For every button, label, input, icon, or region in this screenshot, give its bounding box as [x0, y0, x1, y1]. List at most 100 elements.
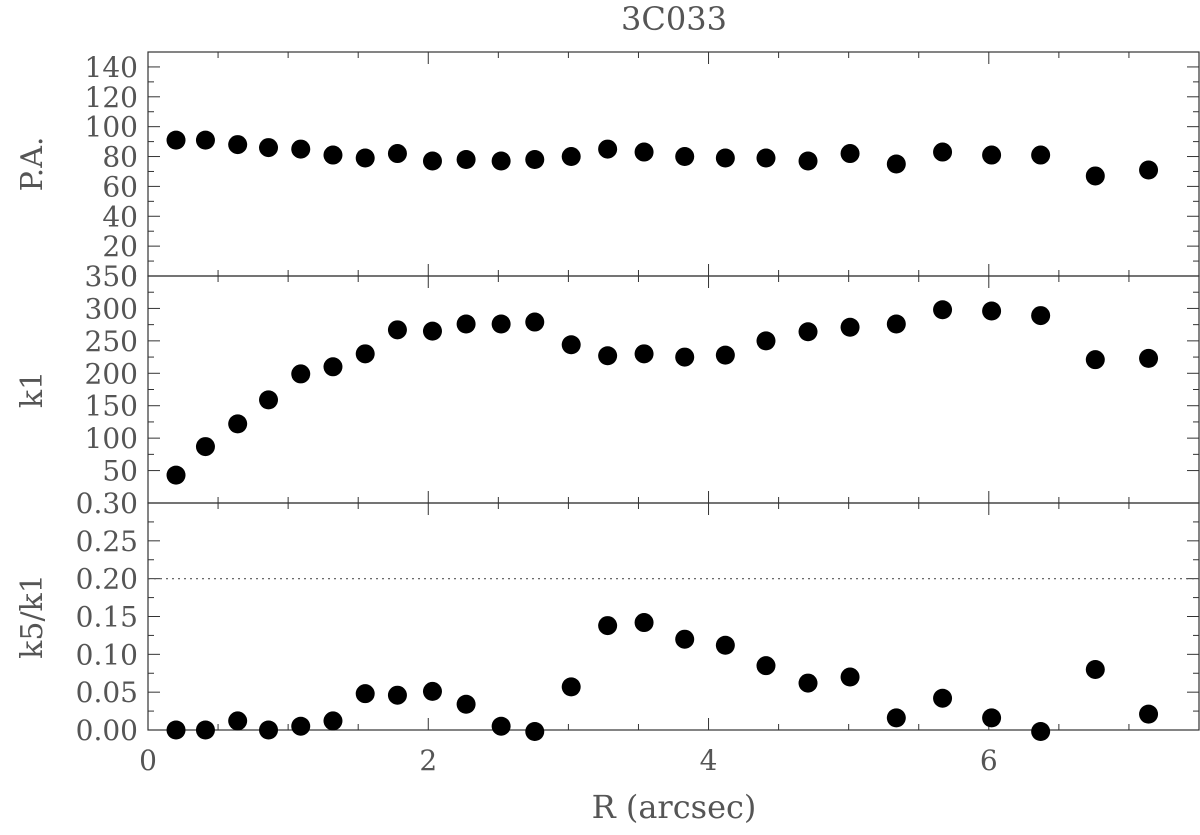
chart-title: 3C033	[621, 0, 727, 38]
panel-2-data-point	[798, 322, 818, 342]
panel-2-data-point	[886, 314, 906, 334]
panel-1-data-point	[291, 139, 311, 159]
panel-2-data-point	[195, 437, 215, 457]
panel-1-data-point	[982, 145, 1002, 165]
panels-layer: 020406080100120140P.A.501001502002503003…	[15, 51, 1200, 777]
panel-2-data-point	[387, 320, 407, 340]
panel-1-data-point	[456, 150, 476, 170]
panel-3-data-point	[228, 711, 248, 731]
panel-2-ytick-label: 100	[85, 422, 138, 455]
panel-2-data-point	[982, 301, 1002, 321]
panel-1-data-point	[195, 130, 215, 150]
panel-3-data-point	[491, 716, 511, 736]
panel-3-data-point	[259, 720, 279, 740]
panel-1-data-point	[840, 144, 860, 164]
panel-3-data-point	[715, 635, 735, 655]
panel-2-ytick-label: 350	[85, 260, 138, 293]
panel-2-data-point	[491, 314, 511, 334]
panel-3-data-point	[1085, 659, 1105, 679]
panel-3-data-point	[456, 694, 476, 714]
panel-3-data-point	[982, 708, 1002, 728]
panel-1-data-point	[1031, 145, 1051, 165]
panel-1-data-point	[598, 139, 618, 159]
panel-3-ytick-label: 0.30	[76, 487, 138, 520]
panel-3-data-point	[933, 688, 953, 708]
panel-3-ytick-label: 0.00	[76, 714, 138, 747]
panel-2-data-point	[259, 390, 279, 410]
panel-1-data-point	[886, 154, 906, 174]
panel-2-data-point	[675, 347, 695, 367]
panel-2-data-point	[561, 335, 581, 355]
panel-3-data-point	[291, 716, 311, 736]
panel-1-data-point	[525, 150, 545, 170]
panel-1-data-point	[561, 147, 581, 167]
panel-2-data-point	[1139, 348, 1159, 368]
panel-1-data-point	[228, 135, 248, 155]
panel-2-data-point	[166, 465, 186, 485]
panel-3-data-point	[598, 616, 618, 636]
panel-3-ytick-label: 0.05	[76, 676, 138, 709]
panel-2-data-point	[598, 346, 618, 366]
panel-1-data-point	[715, 148, 735, 168]
panel-2-y-axis-label: k1	[15, 371, 50, 408]
panel-1-ytick-label: 60	[102, 170, 138, 203]
panel-2-data-point	[634, 344, 654, 364]
panel-3-y-axis-label: k5/k1	[15, 574, 50, 659]
panel-3-data-point	[886, 708, 906, 728]
panel-2-data-point	[355, 344, 375, 364]
panel-3-data-point	[1031, 722, 1051, 742]
x-tick-label: 6	[980, 744, 998, 777]
panel-1-ytick-label: 20	[102, 230, 138, 263]
panel-2-data-point	[228, 414, 248, 434]
panel-3-frame	[147, 502, 1200, 731]
panel-1-data-point	[1139, 160, 1159, 180]
x-tick-label: 4	[700, 744, 718, 777]
x-axis-label: R (arcsec)	[592, 788, 757, 826]
panel-3-data-point	[634, 613, 654, 633]
panel-3-data-point	[355, 684, 375, 704]
panel-3-data-point	[525, 722, 545, 742]
panel-2-ytick-label: 200	[85, 357, 138, 390]
panel-1-data-point	[491, 151, 511, 171]
panel-1-data-point	[355, 148, 375, 168]
panel-1-ytick-label: 80	[102, 141, 138, 174]
panel-3-data-point	[387, 685, 407, 705]
panel-3-data-point	[840, 667, 860, 687]
panel-3-data-point	[422, 681, 442, 701]
panel-2-data-point	[525, 312, 545, 332]
panel-1-data-point	[756, 148, 776, 168]
panel-3-ytick-label: 0.20	[76, 563, 138, 596]
panel-1-data-point	[387, 144, 407, 164]
panel-1-data-point	[1085, 166, 1105, 186]
panel-1-data-point	[323, 145, 343, 165]
panel-3-data-point	[166, 720, 186, 740]
panel-2-data-point	[456, 314, 476, 334]
panel-3-ytick-label: 0.15	[76, 601, 138, 634]
panel-1-data-point	[422, 151, 442, 171]
panel-1-ytick-label: 40	[102, 200, 138, 233]
panel-1-ytick-label: 120	[85, 81, 138, 114]
panel-1-data-point	[166, 130, 186, 150]
panel-1-data-point	[634, 142, 654, 162]
panel-3-data-point	[1139, 704, 1159, 724]
panel-3-data-point	[675, 629, 695, 649]
panel-1-ytick-label: 0	[120, 260, 138, 293]
panel-1-y-axis-label: P.A.	[15, 137, 50, 192]
panel-2-data-point	[291, 364, 311, 384]
panel-2-data-point	[1085, 350, 1105, 370]
panel-3-ytick-label: 0.10	[76, 638, 138, 671]
panel-2-data-point	[323, 357, 343, 377]
panel-2-ytick-label: 50	[102, 455, 138, 488]
panel-1-data-point	[259, 138, 279, 158]
panel-1-data-point	[675, 147, 695, 167]
panel-3-data-point	[323, 711, 343, 731]
panel-3-data-point	[195, 720, 215, 740]
panel-2-data-point	[715, 345, 735, 365]
panel-2-data-point	[840, 317, 860, 337]
panel-1-ytick-label: 140	[85, 51, 138, 84]
panel-3-data-point	[756, 656, 776, 676]
panel-3-ytick-label: 0.25	[76, 525, 138, 558]
panel-1-data-point	[798, 151, 818, 171]
